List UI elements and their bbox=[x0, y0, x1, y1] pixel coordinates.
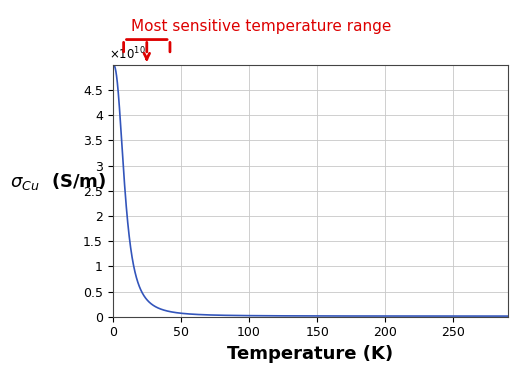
X-axis label: Temperature (K): Temperature (K) bbox=[228, 345, 393, 363]
Text: Most sensitive temperature range: Most sensitive temperature range bbox=[131, 19, 392, 34]
Text: $\sigma_{Cu}$  (S/m): $\sigma_{Cu}$ (S/m) bbox=[10, 171, 107, 192]
Text: $\times10^{10}$: $\times10^{10}$ bbox=[109, 46, 145, 62]
